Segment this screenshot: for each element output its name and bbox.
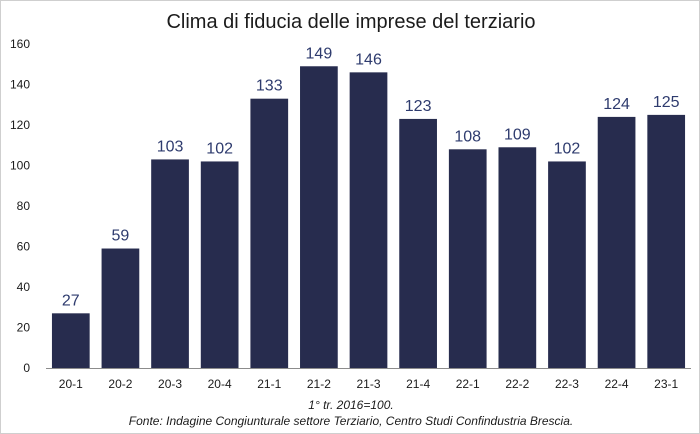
y-tick-label: 80 — [17, 199, 31, 213]
data-label: 108 — [454, 128, 481, 145]
data-label: 124 — [603, 96, 630, 113]
y-tick-label: 100 — [10, 159, 30, 173]
x-axis-ticks: 20-1 20-2 20-3 20-4 21-1 21-2 21-3 21-4 22-1 22-2… — [59, 377, 679, 391]
bar-21-3 — [349, 72, 388, 368]
bar-21-2 — [300, 66, 338, 369]
y-tick-label: 160 — [10, 37, 30, 51]
y-tick-label: 60 — [17, 240, 31, 254]
x-tick-label: 22-3 — [555, 377, 579, 391]
x-tick-label: 20-1 — [59, 377, 83, 391]
y-axis-ticks: 0 20 40 60 80 100 120 140 160 — [10, 37, 30, 375]
x-tick-label: 21-2 — [307, 377, 331, 391]
bar-22-4 — [597, 116, 636, 369]
data-label: 102 — [206, 140, 233, 157]
bar-22-2 — [498, 147, 537, 368]
data-label: 103 — [157, 138, 184, 155]
bar-22-1 — [448, 149, 487, 368]
bar-20-3 — [151, 159, 189, 368]
x-tick-label: 22-2 — [505, 377, 529, 391]
x-tick-label: 22-1 — [456, 377, 480, 391]
x-tick-label: 20-4 — [208, 377, 232, 391]
x-tick-label: 21-3 — [356, 377, 380, 391]
bar-23-1 — [647, 114, 686, 369]
data-label: 149 — [306, 45, 333, 62]
y-tick-label: 20 — [17, 321, 31, 335]
y-tick-label: 140 — [10, 78, 30, 92]
data-label: 123 — [405, 98, 432, 115]
data-label: 102 — [554, 140, 581, 157]
y-tick-label: 40 — [17, 280, 31, 294]
bar-20-4 — [200, 161, 239, 368]
y-tick-label: 120 — [10, 118, 30, 132]
source-footnote: Fonte: Indagine Congiunturale settore Te… — [129, 414, 573, 428]
bar-20-1 — [51, 313, 90, 368]
x-tick-label: 23-1 — [654, 377, 678, 391]
data-label: 59 — [112, 228, 130, 245]
x-tick-label: 21-4 — [406, 377, 430, 391]
data-label: 133 — [256, 78, 283, 95]
bars — [51, 66, 686, 369]
data-label: 27 — [62, 292, 80, 309]
x-tick-label: 20-2 — [108, 377, 132, 391]
data-label: 146 — [355, 51, 382, 68]
bar-20-2 — [101, 248, 140, 368]
value-labels: 27 59 103 102 133 149 146 123 108 109 102 124 125 — [62, 45, 680, 309]
data-label: 125 — [653, 94, 680, 111]
bar-21-4 — [399, 118, 437, 368]
bar-21-1 — [250, 98, 289, 369]
chart-title: Clima di fiducia delle imprese del terzi… — [166, 11, 535, 33]
bar-22-3 — [548, 161, 586, 368]
data-label: 109 — [504, 126, 531, 143]
x-tick-label: 21-1 — [257, 377, 281, 391]
base-footnote: 1° tr. 2016=100. — [308, 398, 393, 412]
x-tick-label: 20-3 — [158, 377, 182, 391]
x-tick-label: 22-4 — [605, 377, 629, 391]
y-tick-label: 0 — [23, 361, 30, 375]
